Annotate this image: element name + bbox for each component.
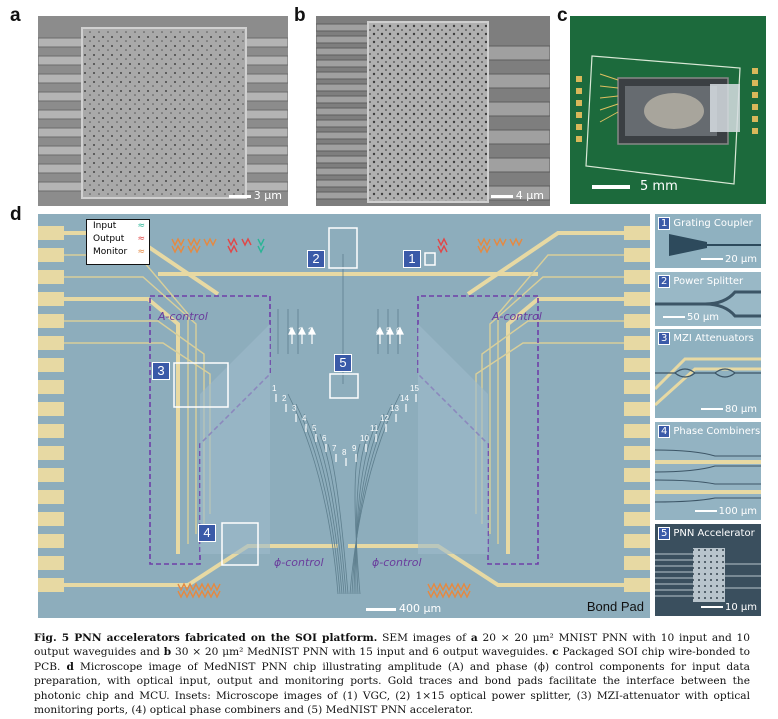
packaged-chip-photo: 5 mm [570,16,766,204]
chip-layout-drawing [38,226,650,599]
box-number-2: 2 [307,250,325,268]
caption-text-4: Packaged SOI chip wire-bonded to PCB. [34,646,750,673]
output-port-4: 4 [376,326,382,336]
input-port-13: 13 [390,404,399,413]
scalebar-a: 3 μm [228,189,282,202]
grating-coupler-drawing [669,234,761,256]
pcb-drawing [570,16,766,204]
input-port-10: 10 [360,434,369,443]
input-port-11: 11 [370,424,379,433]
inset-5-scalebar: 10 μm [700,602,757,613]
legend-output: Output [93,234,125,244]
input-port-2: 2 [282,394,287,403]
legend-monitor: Monitor [93,247,128,257]
inset-3-title: 3 MZI Attenuators [658,332,754,345]
input-port-6: 6 [322,434,327,443]
inset-2-title: 2 Power Splitter [658,275,743,288]
phi-control-left-label: ϕ-control [274,556,324,569]
figure-caption: Fig. 5 PNN accelerators fabricated on th… [34,631,750,717]
a-control-right-label: A-control [492,310,542,323]
inset-2-scalebar: 50 μm [663,312,719,323]
sem-image-b: 4 μm [316,16,550,206]
legend-input: Input [93,221,117,231]
power-splitter-drawing [655,290,761,318]
inset-3-scalebar: 80 μm [700,404,757,415]
chip-microscope-image: Input ≈ Output ≈ Monitor ≈ 2 1 3 5 4 A-cont… [38,214,650,618]
caption-ref-a: a [470,632,478,644]
phi-control-right-label: ϕ-control [372,556,422,569]
output-port-1: 1 [288,326,294,336]
a-control-left-label: A-control [158,310,208,323]
pnn-accelerator-drawing [655,548,761,602]
inset-grating-coupler: 1 Grating Coupler 20 μm [655,214,761,268]
input-port-12: 12 [380,414,389,423]
inset-4-title: 4 Phase Combiners [658,425,760,438]
panel-label-c: c [557,5,568,26]
input-port-15: 15 [410,384,419,393]
box-number-5: 5 [334,354,352,372]
scalebar-c: 5 mm [592,179,678,194]
box-number-3: 3 [152,362,170,380]
inset-power-splitter: 2 Power Splitter 50 μm [655,272,761,326]
caption-ref-d: d [66,660,74,673]
scalebar-b: 4 μm [490,189,544,202]
input-port-7: 7 [332,444,337,453]
inset-1-scalebar: 20 μm [700,254,757,265]
caption-text-1: SEM images of [377,632,471,644]
caption-text-2: 20 × 20 μm² MNIST PNN with 10 input and … [34,632,750,659]
sem-b-drawing [316,21,550,203]
panel-label-a: a [10,5,21,26]
port-legend: Input ≈ Output ≈ Monitor ≈ [86,219,150,265]
inset-4-scalebar: 100 μm [694,506,757,517]
caption-text-5: Microscope image of MedNIST PNN chip ill… [34,660,750,717]
inset-phase-combiners: 4 Phase Combiners 100 μm [655,422,761,520]
inset-5-title: 5 PNN Accelerator [658,527,755,540]
input-port-9: 9 [352,444,357,453]
inset-1-title: 1 Grating Coupler [658,217,753,230]
caption-text-3: 30 × 20 μm² MedNIST PNN with 15 input an… [171,646,553,659]
input-port-8: 8 [342,448,347,457]
inset-pnn-accelerator: 5 PNN Accelerator 10 μm [655,524,761,616]
output-port-2: 2 [298,326,304,336]
caption-ref-b: b [163,646,172,659]
panel-label-d: d [10,204,22,225]
input-port-4: 4 [302,414,307,423]
output-port-3: 3 [308,326,314,336]
inset-mzi-attenuators: 3 MZI Attenuators 80 μm [655,329,761,418]
input-port-3: 3 [292,404,297,413]
sem-a-drawing [38,27,288,199]
sem-image-a: 3 μm [38,16,288,206]
box-number-4: 4 [198,524,216,542]
panel-label-b: b [294,5,306,26]
input-port-5: 5 [312,424,317,433]
mzi-drawing [655,357,761,407]
phase-combiners-drawing [655,449,761,503]
input-port-1: 1 [272,384,277,393]
input-port-14: 14 [400,394,409,403]
caption-fig-title: Fig. 5 PNN accelerators fabricated on th… [34,632,378,644]
bond-pad-label: Bond Pad [586,599,644,614]
output-port-6: 6 [396,326,402,336]
scalebar-d: 400 μm [366,602,441,615]
caption-ref-c: c [552,646,559,659]
output-port-5: 5 [386,326,392,336]
box-number-1: 1 [403,250,421,268]
